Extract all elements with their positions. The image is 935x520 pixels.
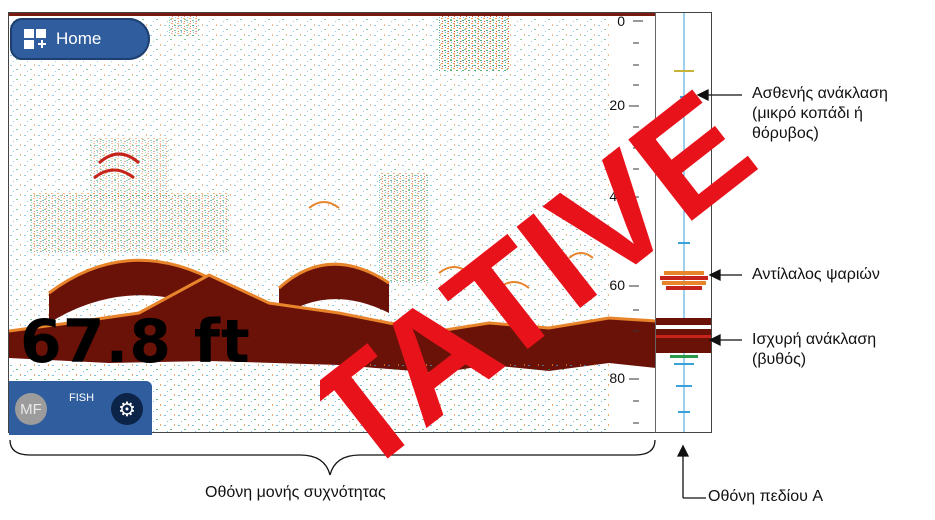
a-scope-fish-echo [660, 271, 708, 290]
fish-echo-callout: Αντίλαλος ψαριών [752, 265, 880, 285]
callout-line: Ισχυρή ανάκλαση [752, 331, 877, 348]
home-button-label: Home [56, 29, 102, 48]
a-scope-display [655, 12, 712, 433]
mode-label: FISH [69, 392, 95, 404]
callout-line: (βυθός) [752, 351, 807, 368]
depth-scale-label: 40 [609, 188, 625, 204]
depth-scale-label: 0 [617, 13, 625, 29]
a-scope-caption: Οθόνη πεδίου A [708, 488, 823, 505]
strong-echo-callout: Ισχυρή ανάκλαση (βυθός) [752, 330, 876, 370]
echogram-graphic [9, 13, 656, 432]
a-scope-graphic [656, 13, 711, 432]
gear-icon: ⚙ [118, 398, 136, 421]
single-frequency-caption: Οθόνη μονής συχνότητας [205, 484, 386, 501]
frequency-badge[interactable]: MF [15, 393, 47, 425]
a-scope-bottom-echo [656, 318, 711, 353]
callout-line: Αντίλαλος ψαριών [752, 266, 880, 283]
callout-line: Ασθενής ανάκλαση [752, 85, 888, 102]
mode-panel: MF FISH ⚙ [9, 381, 152, 435]
depth-scale-label: 80 [609, 370, 625, 386]
depth-scale-label: 60 [609, 277, 625, 293]
callout-line: θόρυβος) [752, 125, 819, 142]
home-button[interactable]: Home [10, 18, 150, 60]
depth-scale-label: 20 [609, 97, 625, 113]
depth-readout: 67.8 ft [20, 307, 251, 377]
grid-plus-icon [24, 29, 46, 49]
echogram-display[interactable]: 0 20 40 60 80 [8, 12, 657, 433]
callout-line: (μικρό κοπάδι ή [752, 105, 863, 122]
weak-echo-callout: Ασθενής ανάκλαση (μικρό κοπάδι ή θόρυβος… [752, 84, 888, 144]
settings-button[interactable]: ⚙ [111, 393, 143, 425]
